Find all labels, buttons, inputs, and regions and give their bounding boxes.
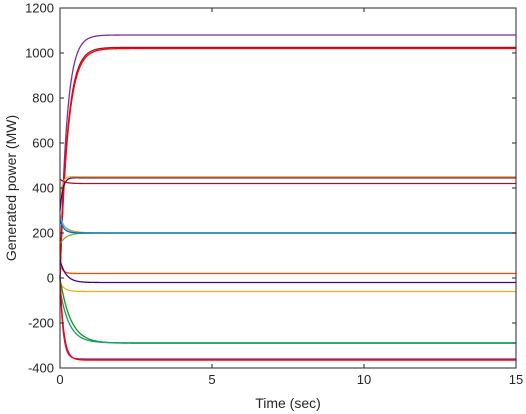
series-line — [59, 177, 516, 211]
series-line — [59, 219, 516, 234]
series-line — [59, 282, 516, 293]
x-axis-ticks: 0 5 10 15 — [56, 8, 523, 387]
x-tick-label: 10 — [357, 372, 371, 387]
series-line — [59, 178, 516, 185]
series-line — [59, 289, 516, 344]
y-tick-label: -400 — [28, 361, 54, 376]
y-tick-label: 200 — [32, 226, 54, 241]
series-layer — [59, 34, 516, 361]
x-tick-label: 5 — [208, 372, 215, 387]
series-line — [59, 47, 516, 278]
series-line — [59, 34, 516, 278]
y-tick-label: -200 — [28, 316, 54, 331]
x-axis-label: Time (sec) — [255, 395, 321, 411]
x-tick-label: 15 — [509, 372, 523, 387]
series-line — [59, 264, 516, 275]
series-line — [59, 176, 516, 200]
plot-frame — [59, 7, 517, 369]
series-line — [59, 214, 516, 234]
y-tick-label: 800 — [32, 91, 54, 106]
y-axis-label: Generated power (MW) — [3, 115, 19, 261]
y-tick-label: 600 — [32, 136, 54, 151]
x-tick-label: 0 — [56, 372, 63, 387]
series-line — [59, 277, 516, 344]
y-tick-label: 400 — [32, 181, 54, 196]
series-line — [59, 232, 516, 245]
series-line — [59, 46, 516, 278]
series-line — [59, 277, 516, 360]
y-tick-label: 0 — [47, 271, 54, 286]
series-line — [59, 259, 516, 284]
series-line — [59, 221, 516, 234]
y-axis-ticks: -400 -200 0 200 400 600 800 1000 1200 — [25, 1, 516, 376]
y-tick-label: 1000 — [25, 46, 54, 61]
y-tick-label: 1200 — [25, 1, 54, 16]
series-line — [59, 277, 516, 361]
